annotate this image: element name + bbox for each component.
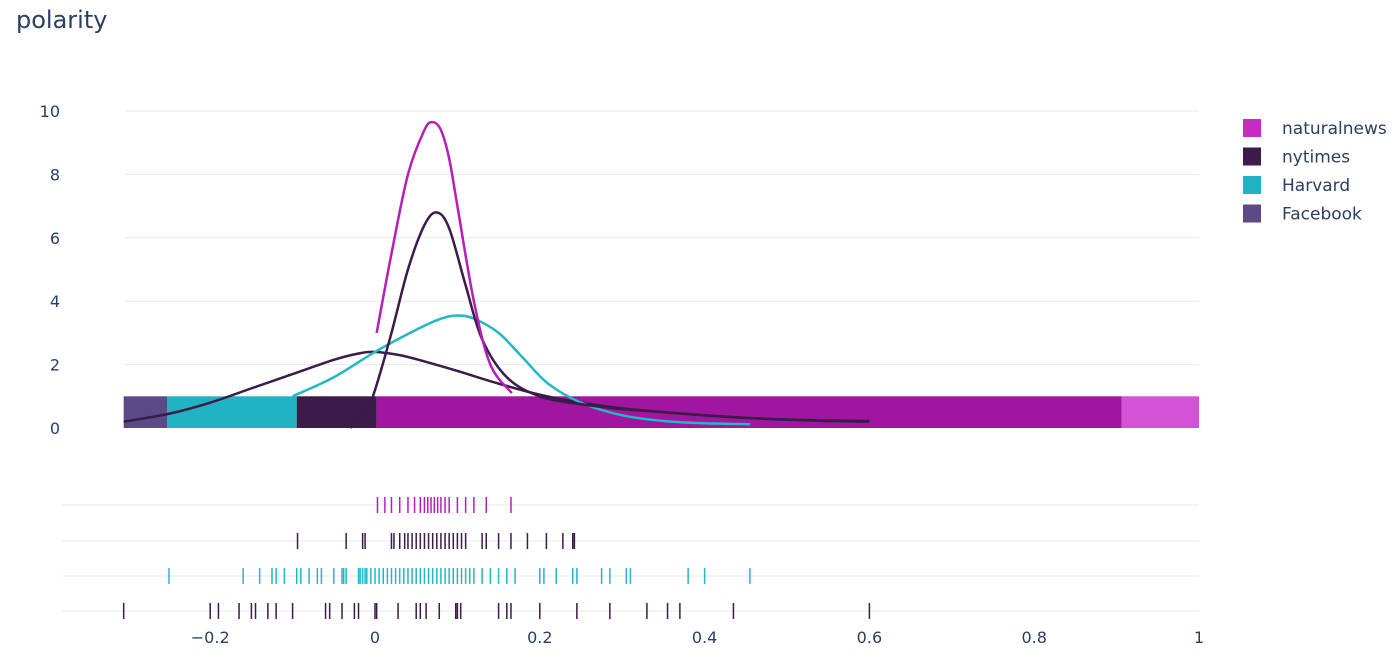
density-curve-nytimes <box>349 211 870 429</box>
histogram-bar-naturalnews <box>376 396 1122 428</box>
x-tick-label: 0.2 <box>527 628 552 647</box>
legend-swatch <box>1243 204 1261 223</box>
histogram-bar-naturalnews <box>1121 396 1199 428</box>
legend-swatch <box>1243 119 1261 137</box>
grid-lines <box>62 110 1199 612</box>
histogram-bar-facebook <box>123 396 168 428</box>
histogram-bar-harvard <box>167 396 297 428</box>
legend-item-facebook[interactable]: Facebook <box>1243 204 1362 225</box>
x-tick-label: −0.2 <box>191 628 230 647</box>
legend-label: naturalnews <box>1282 119 1387 139</box>
legend-swatch <box>1243 176 1261 194</box>
legend-label: nytimes <box>1282 148 1350 168</box>
y-tick-label: 6 <box>50 229 60 248</box>
y-tick-label: 4 <box>50 292 60 311</box>
x-tick-label: 0 <box>370 628 380 647</box>
legend-swatch <box>1243 147 1261 166</box>
x-tick-label: 0.6 <box>857 628 882 647</box>
y-tick-label: 8 <box>50 165 60 184</box>
density-curve-naturalnews <box>375 120 513 394</box>
legend-item-harvard[interactable]: Harvard <box>1243 176 1350 196</box>
legend-label: Harvard <box>1282 176 1350 196</box>
rug-plot <box>122 497 871 619</box>
y-tick-label: 0 <box>50 419 60 438</box>
legend[interactable]: naturalnews nytimes Harvard Facebook <box>1243 119 1387 225</box>
histogram-bars <box>123 396 1199 428</box>
legend-item-naturalnews[interactable]: naturalnews <box>1243 119 1387 139</box>
legend-item-nytimes[interactable]: nytimes <box>1243 147 1350 168</box>
density-curves <box>123 120 870 429</box>
legend-label: Facebook <box>1282 205 1362 225</box>
axis-labels: 0 2 4 6 8 10 −0.2 0 0.2 0.4 0.6 0.8 1 <box>40 102 1204 647</box>
x-tick-label: 1 <box>1194 628 1204 647</box>
y-tick-label: 2 <box>50 356 60 375</box>
y-tick-label: 10 <box>40 102 60 121</box>
x-tick-label: 0.8 <box>1021 628 1046 647</box>
chart-title: polarity <box>16 6 108 34</box>
x-tick-label: 0.4 <box>692 628 717 647</box>
